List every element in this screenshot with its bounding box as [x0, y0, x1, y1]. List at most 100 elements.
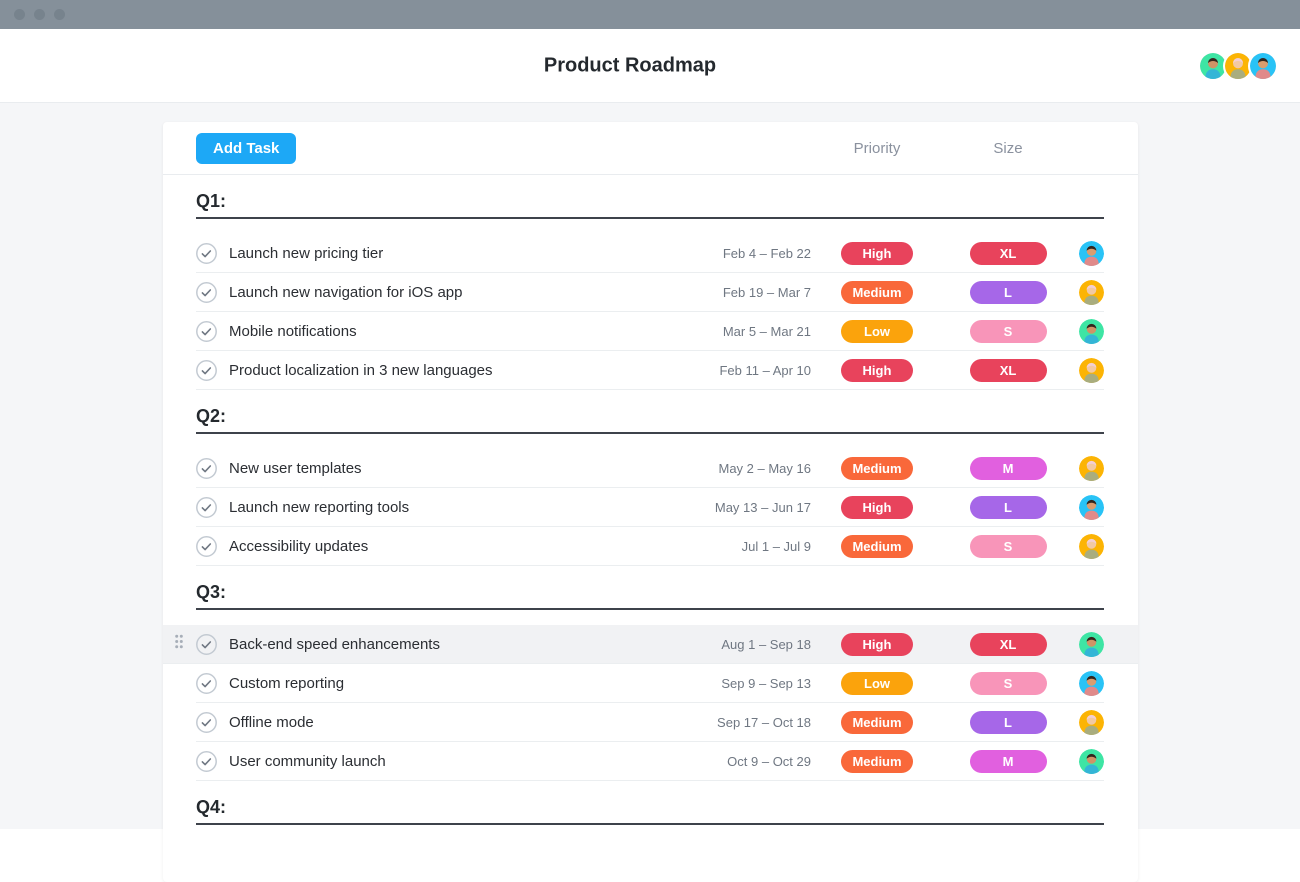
task-row[interactable]: Custom reporting Sep 9 – Sep 13 Low S: [196, 664, 1104, 703]
task-date-range[interactable]: Sep 9 – Sep 13: [721, 675, 811, 691]
section-label[interactable]: Q1:: [196, 191, 227, 211]
priority-pill[interactable]: High: [841, 241, 913, 265]
size-cell: L: [943, 280, 1073, 304]
task-row[interactable]: Launch new reporting tools May 13 – Jun …: [196, 488, 1104, 527]
header-avatar[interactable]: [1248, 50, 1278, 81]
task-complete-checkbox[interactable]: [196, 242, 217, 264]
task-row[interactable]: Back-end speed enhancements Aug 1 – Sep …: [163, 625, 1138, 664]
assignee-avatar[interactable]: [1079, 318, 1104, 344]
task-date-range[interactable]: Feb 11 – Apr 10: [719, 362, 811, 378]
size-pill[interactable]: S: [969, 319, 1047, 343]
size-pill[interactable]: L: [969, 280, 1047, 304]
task-complete-checkbox[interactable]: [196, 359, 217, 381]
size-pill[interactable]: XL: [969, 358, 1047, 382]
assignee-avatar[interactable]: [1079, 533, 1104, 559]
task-complete-checkbox[interactable]: [196, 496, 217, 518]
task-date-range[interactable]: Jul 1 – Jul 9: [741, 538, 811, 554]
task-complete-checkbox[interactable]: [196, 281, 217, 303]
priority-pill[interactable]: Medium: [841, 710, 913, 734]
task-complete-checkbox[interactable]: [196, 672, 217, 694]
priority-pill[interactable]: High: [841, 495, 913, 519]
task-name: Back-end speed enhancements: [229, 635, 440, 653]
assignee-cell: [1073, 455, 1104, 481]
window-minimize-icon[interactable]: [34, 9, 45, 20]
size-pill[interactable]: XL: [969, 632, 1047, 656]
assignee-cell: [1073, 494, 1104, 520]
task-date-range[interactable]: Oct 9 – Oct 29: [727, 753, 811, 769]
task-date-range[interactable]: Aug 1 – Sep 18: [721, 636, 811, 652]
task-complete-checkbox[interactable]: [196, 711, 217, 733]
task-row[interactable]: New user templates May 2 – May 16 Medium…: [196, 449, 1104, 488]
task-name: Product localization in 3 new languages: [229, 361, 493, 379]
assignee-cell: [1073, 279, 1104, 305]
priority-cell: Medium: [811, 534, 943, 558]
task-date-range[interactable]: Feb 19 – Mar 7: [722, 284, 811, 300]
page-title: Product Roadmap: [543, 54, 717, 76]
size-pill[interactable]: L: [969, 495, 1047, 519]
assignee-cell: [1073, 709, 1104, 735]
header-avatar-group: [1198, 50, 1278, 81]
drag-handle-icon[interactable]: [174, 634, 184, 655]
task-row[interactable]: Mobile notifications Mar 5 – Mar 21 Low …: [196, 312, 1104, 351]
assignee-avatar[interactable]: [1079, 748, 1104, 774]
section-rows: Launch new pricing tier Feb 4 – Feb 22 H…: [163, 234, 1138, 390]
priority-cell: High: [811, 632, 943, 656]
priority-pill[interactable]: High: [841, 632, 913, 656]
window-maximize-icon[interactable]: [54, 9, 65, 20]
add-task-button[interactable]: Add Task: [196, 132, 297, 164]
size-pill[interactable]: M: [969, 749, 1047, 773]
size-pill[interactable]: S: [969, 534, 1047, 558]
priority-pill[interactable]: Low: [841, 319, 913, 343]
main-area: Add Task Priority Size Q1: Launch: [0, 103, 1300, 882]
task-row[interactable]: Launch new pricing tier Feb 4 – Feb 22 H…: [196, 234, 1104, 273]
task-row[interactable]: User community launch Oct 9 – Oct 29 Med…: [196, 742, 1104, 781]
task-date-range[interactable]: Mar 5 – Mar 21: [722, 323, 811, 339]
task-row[interactable]: Launch new navigation for iOS app Feb 19…: [196, 273, 1104, 312]
size-column-header: Size: [993, 139, 1023, 157]
size-pill[interactable]: M: [969, 456, 1047, 480]
app-header: Product Roadmap: [0, 29, 1300, 103]
priority-pill[interactable]: High: [841, 358, 913, 382]
task-name: New user templates: [229, 459, 362, 477]
assignee-avatar[interactable]: [1079, 279, 1104, 305]
priority-pill[interactable]: Low: [841, 671, 913, 695]
section-rows: Back-end speed enhancements Aug 1 – Sep …: [163, 625, 1138, 781]
size-cell: L: [943, 495, 1073, 519]
priority-pill[interactable]: Medium: [841, 456, 913, 480]
assignee-cell: [1073, 631, 1104, 657]
task-complete-checkbox[interactable]: [196, 535, 217, 557]
priority-cell: Low: [811, 671, 943, 695]
size-pill[interactable]: XL: [969, 241, 1047, 265]
assignee-avatar[interactable]: [1079, 455, 1104, 481]
task-row[interactable]: Offline mode Sep 17 – Oct 18 Medium L: [196, 703, 1104, 742]
section-label[interactable]: Q4:: [196, 797, 227, 817]
priority-pill[interactable]: Medium: [841, 749, 913, 773]
task-complete-checkbox[interactable]: [196, 457, 217, 479]
assignee-avatar[interactable]: [1079, 494, 1104, 520]
assignee-cell: [1073, 670, 1104, 696]
task-date-range[interactable]: Sep 17 – Oct 18: [717, 714, 811, 730]
priority-pill[interactable]: Medium: [841, 280, 913, 304]
section-label[interactable]: Q3:: [196, 582, 227, 602]
task-date-range[interactable]: May 2 – May 16: [718, 460, 812, 476]
size-pill[interactable]: L: [969, 710, 1047, 734]
assignee-avatar[interactable]: [1079, 240, 1104, 266]
task-row[interactable]: Product localization in 3 new languages …: [196, 351, 1104, 390]
task-complete-checkbox[interactable]: [196, 633, 217, 655]
task-complete-checkbox[interactable]: [196, 320, 217, 342]
task-date-range[interactable]: Feb 4 – Feb 22: [722, 245, 811, 261]
section-label[interactable]: Q2:: [196, 406, 227, 426]
assignee-cell: [1073, 318, 1104, 344]
task-name: Accessibility updates: [229, 537, 369, 555]
window-close-icon[interactable]: [14, 9, 25, 20]
task-row[interactable]: Accessibility updates Jul 1 – Jul 9 Medi…: [196, 527, 1104, 566]
size-pill[interactable]: S: [969, 671, 1047, 695]
task-complete-checkbox[interactable]: [196, 750, 217, 772]
assignee-avatar[interactable]: [1079, 357, 1104, 383]
task-date-range[interactable]: May 13 – Jun 17: [714, 499, 811, 515]
section-header: Q2:: [196, 390, 1104, 434]
assignee-avatar[interactable]: [1079, 670, 1104, 696]
assignee-avatar[interactable]: [1079, 709, 1104, 735]
priority-pill[interactable]: Medium: [841, 534, 913, 558]
assignee-avatar[interactable]: [1079, 631, 1104, 657]
